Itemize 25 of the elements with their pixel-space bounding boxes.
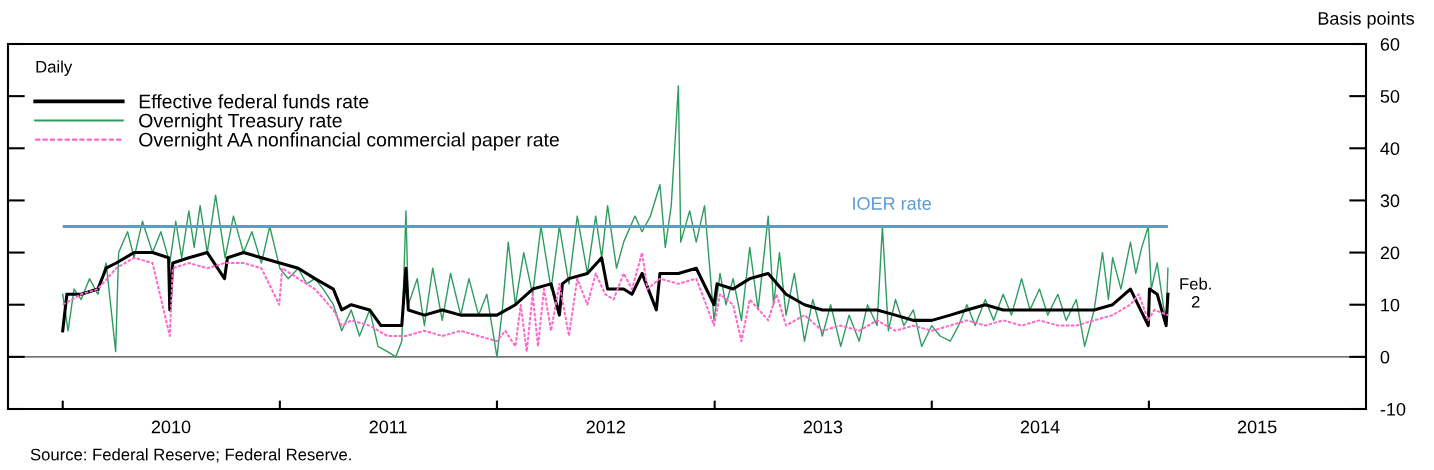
x-tick-label: 2010: [151, 420, 191, 434]
line-series: [61, 251, 1169, 353]
x-tick-label: 2011: [369, 420, 407, 434]
y-tick-label: 40: [1380, 142, 1400, 156]
x-tick-label: 2015: [1237, 420, 1277, 434]
y-tick-label: 50: [1380, 90, 1400, 103]
y-tick-label: 60: [1380, 37, 1400, 51]
y-tick-label: 30: [1380, 194, 1400, 208]
legend-label: Overnight Treasury rate: [139, 113, 342, 132]
x-tick-label: 2014: [1020, 420, 1060, 434]
x-tick-label: 2012: [586, 420, 625, 434]
annotation: Feb. 2: [1180, 277, 1211, 308]
y-tick-label: 10: [1381, 298, 1400, 312]
source-note: Source: Federal Reserve; Federal Reserve.: [30, 448, 351, 463]
y-axis-title: Basis points: [1318, 11, 1415, 29]
x-tick-label: 2013: [803, 420, 843, 434]
line-series: [61, 251, 1170, 333]
ref-line-label: IOER rate: [853, 197, 931, 210]
legend-label: Overnight AA nonfinancial commercial paper rate: [139, 132, 559, 151]
line-series: [62, 85, 1169, 358]
y-tick-label: 0: [1380, 350, 1390, 364]
annotation: Daily: [36, 60, 73, 76]
legend-label: Effective federal funds rate: [139, 94, 369, 109]
y-tick-label: -10: [1380, 402, 1406, 416]
y-tick-label: 20: [1380, 246, 1400, 260]
